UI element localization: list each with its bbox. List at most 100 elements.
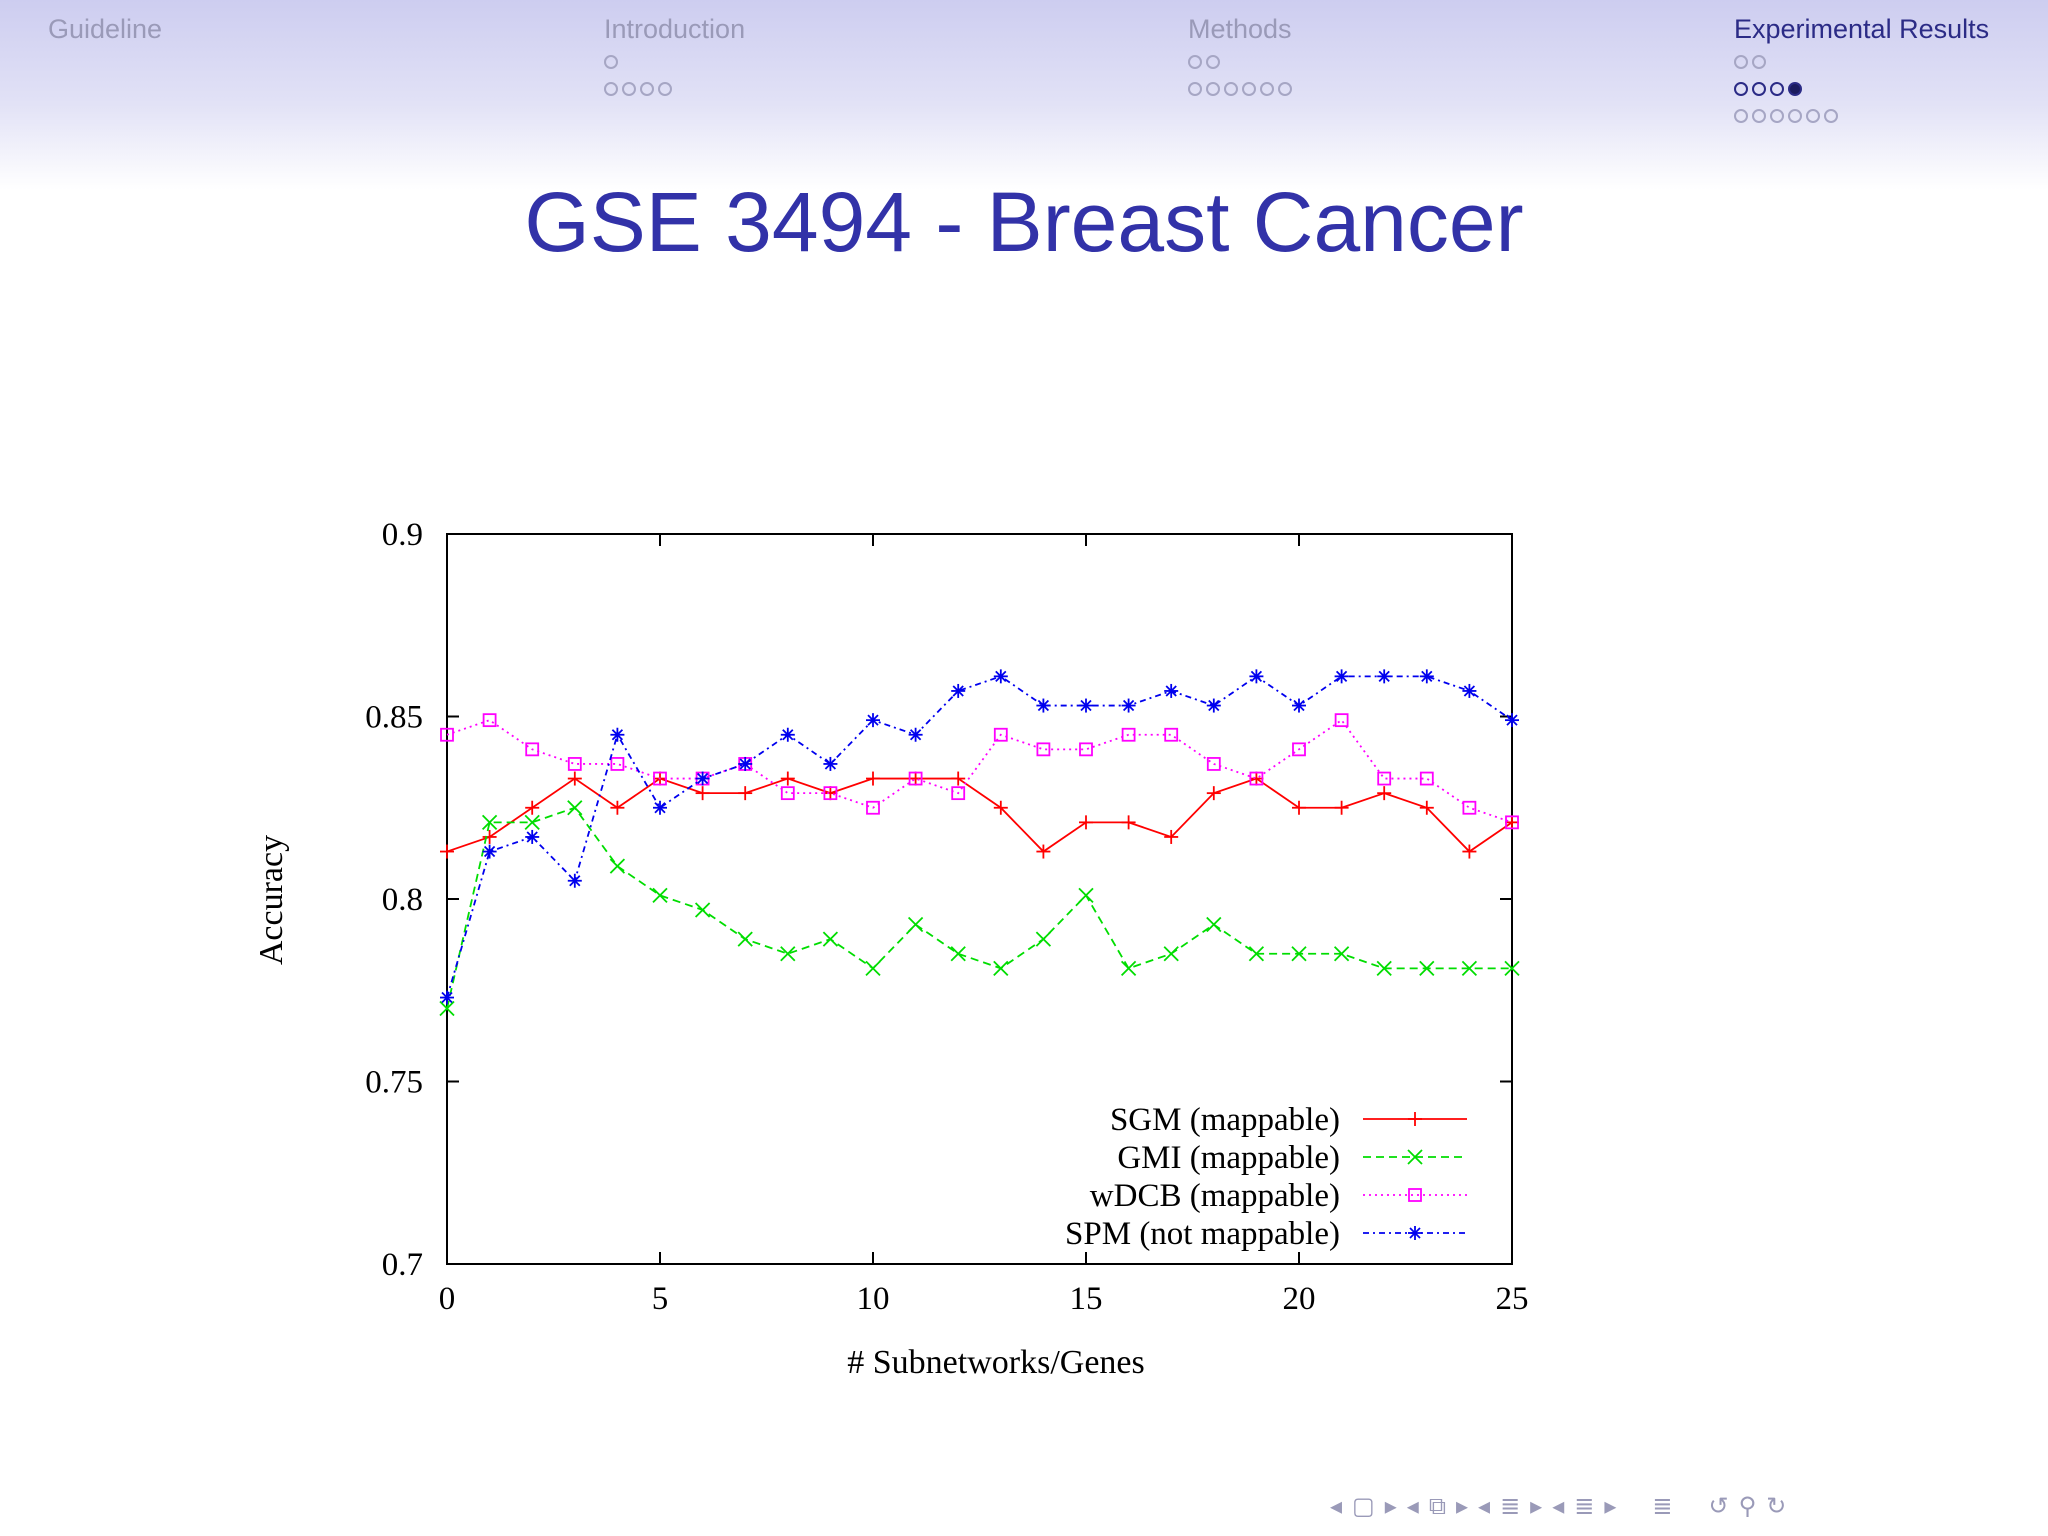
- nav-dot[interactable]: [1806, 108, 1820, 123]
- nav-right-arrow-icon[interactable]: ▸: [1604, 1492, 1617, 1520]
- y-tick-label: 0.75: [365, 1065, 423, 1101]
- data-point: [1377, 669, 1392, 684]
- nav-dot[interactable]: [640, 81, 654, 96]
- section-icon[interactable]: ≣: [1500, 1492, 1521, 1520]
- x-tick-label: 5: [652, 1281, 669, 1317]
- nav-dot[interactable]: [1188, 54, 1202, 69]
- legend-label: GMI (mappable): [1117, 1140, 1340, 1176]
- data-point: [1334, 800, 1349, 815]
- data-point: [823, 786, 838, 801]
- legend-label: SPM (not mappable): [1065, 1216, 1340, 1252]
- data-point: [1505, 815, 1519, 830]
- nav-section-methods[interactable]: Methods: [1188, 12, 1292, 100]
- nav-dot[interactable]: [1260, 81, 1274, 96]
- data-point: [866, 713, 880, 728]
- y-tick-label: 0.7: [382, 1247, 423, 1283]
- nav-dot[interactable]: [1188, 81, 1202, 96]
- nav-dots-row: [1734, 104, 1989, 127]
- x-tick-label: 20: [1283, 1281, 1316, 1317]
- data-point: [1206, 757, 1221, 771]
- subsection-icon[interactable]: ⧉: [1428, 1492, 1446, 1520]
- nav-dot[interactable]: [1770, 108, 1784, 123]
- nav-dot[interactable]: [1242, 81, 1256, 96]
- undo-icon[interactable]: ↺: [1708, 1492, 1729, 1520]
- nav-dot[interactable]: [1752, 108, 1766, 123]
- data-point: [1292, 698, 1306, 713]
- nav-dot[interactable]: [1752, 81, 1766, 96]
- subsection-align-icon[interactable]: ≣: [1574, 1492, 1595, 1520]
- nav-section-title[interactable]: Guideline: [48, 14, 163, 44]
- nav-section-guideline[interactable]: Guideline: [48, 12, 162, 46]
- frame-icon[interactable]: ▢: [1352, 1492, 1375, 1520]
- nav-section-introduction[interactable]: Introduction: [604, 12, 745, 100]
- data-point: [1163, 946, 1179, 962]
- nav-dots-row: [1188, 77, 1292, 100]
- data-point: [737, 931, 753, 947]
- nav-right-arrow-icon[interactable]: ▸: [1455, 1492, 1469, 1520]
- nav-left-arrow-icon[interactable]: ◂: [1478, 1492, 1491, 1520]
- legend-marker: [1407, 1149, 1423, 1165]
- data-point: [652, 887, 668, 903]
- nav-section-title[interactable]: Introduction: [604, 14, 746, 44]
- nav-dot[interactable]: [1752, 54, 1766, 69]
- nav-right-arrow-icon[interactable]: ▸: [1530, 1492, 1543, 1520]
- nav-dot[interactable]: [1770, 81, 1784, 96]
- nav-dot[interactable]: [1734, 81, 1748, 96]
- data-point: [1333, 946, 1350, 962]
- nav-section-title[interactable]: Methods: [1188, 14, 1292, 44]
- legend-marker: [1408, 1112, 1422, 1126]
- series-2: [440, 713, 1519, 830]
- data-point: [567, 771, 582, 786]
- appendix-icon[interactable]: ≣: [1652, 1492, 1673, 1520]
- nav-dot[interactable]: [658, 81, 672, 96]
- legend-marker: [1408, 1188, 1422, 1202]
- nav-dot[interactable]: [1206, 81, 1220, 96]
- data-point: [907, 916, 924, 933]
- slide-title: GSE 3494 - Breast Cancer: [524, 175, 1524, 269]
- data-point: [951, 771, 966, 786]
- redo-icon[interactable]: ↻: [1766, 1492, 1787, 1520]
- data-point: [567, 873, 582, 888]
- nav-dot[interactable]: [1734, 54, 1748, 69]
- x-tick-label: 25: [1496, 1281, 1529, 1317]
- nav-right-arrow-icon[interactable]: ▸: [1384, 1492, 1397, 1520]
- nav-left-arrow-icon[interactable]: ◂: [1552, 1492, 1565, 1520]
- data-point: [1292, 800, 1306, 815]
- data-point: [1377, 786, 1392, 801]
- nav-dots-row: [604, 77, 745, 100]
- nav-dot[interactable]: [622, 81, 636, 96]
- nav-dots-row: [604, 50, 745, 73]
- data-point: [1419, 800, 1434, 815]
- zoom-icon[interactable]: ⚲: [1738, 1492, 1757, 1520]
- nav-left-arrow-icon[interactable]: ◂: [1330, 1492, 1343, 1520]
- y-tick-label: 0.9: [382, 517, 423, 553]
- data-point: [610, 727, 625, 742]
- nav-dot[interactable]: [604, 81, 618, 96]
- plot-frame: [446, 533, 1513, 1265]
- nav-dot-current[interactable]: [1788, 81, 1802, 96]
- data-point: [1504, 960, 1520, 976]
- nav-dot[interactable]: [1224, 81, 1238, 96]
- nav-section-experimental-results[interactable]: Experimental Results: [1734, 12, 1989, 127]
- nav-section-title[interactable]: Experimental Results: [1734, 14, 1990, 44]
- data-point: [908, 771, 923, 786]
- data-point: [482, 713, 497, 728]
- nav-dot[interactable]: [604, 54, 618, 69]
- series-line: [446, 777, 1513, 853]
- y-axis-label: Accuracy: [253, 835, 290, 965]
- nav-dot[interactable]: [1206, 54, 1220, 69]
- nav-left-arrow-icon[interactable]: ◂: [1406, 1492, 1419, 1520]
- data-point: [524, 814, 540, 830]
- data-point: [951, 683, 966, 698]
- nav-dot[interactable]: [1788, 108, 1802, 123]
- data-point: [1036, 742, 1051, 757]
- nav-dot[interactable]: [1734, 108, 1748, 123]
- nav-dot[interactable]: [1824, 108, 1838, 123]
- nav-dot[interactable]: [1278, 81, 1292, 96]
- data-point: [780, 727, 795, 742]
- series-line: [446, 806, 1512, 1009]
- data-point: [908, 771, 923, 786]
- series-line: [446, 675, 1513, 998]
- legend-label: SGM (mappable): [1110, 1102, 1340, 1138]
- data-point: [993, 669, 1008, 684]
